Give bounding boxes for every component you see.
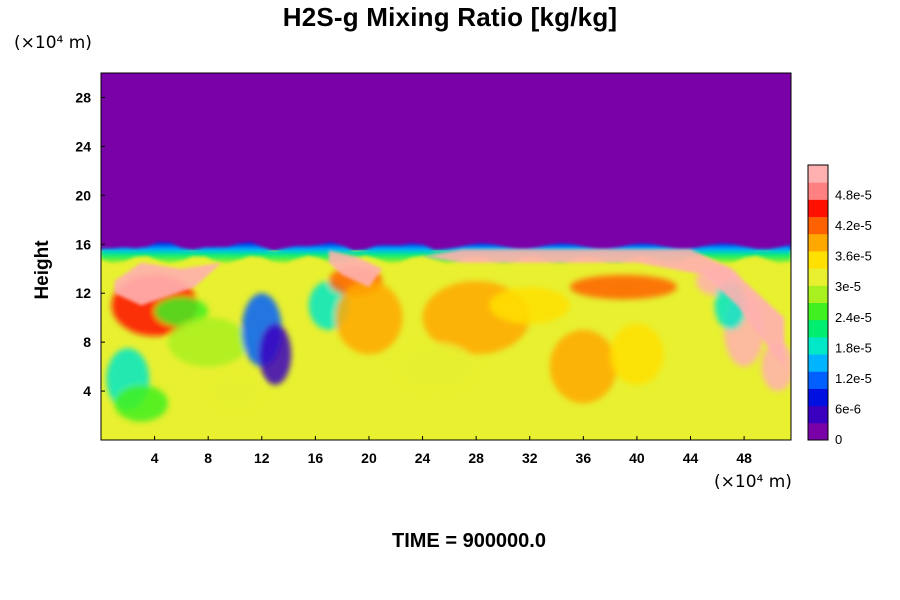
x-tick-label: 4 bbox=[151, 450, 159, 466]
x-tick-label: 32 bbox=[522, 450, 538, 466]
colorbar-swatch bbox=[808, 233, 828, 252]
y-tick-label: 28 bbox=[75, 89, 91, 105]
y-tick-label: 24 bbox=[75, 138, 91, 154]
colorbar-tick-label: 1.2e-5 bbox=[835, 371, 872, 386]
plot-frame bbox=[100, 72, 792, 441]
patch bbox=[395, 342, 477, 392]
colorbar: 0 6e-6 1.2e-5 1.8e-5 2.4e-5 3e-5 3.6e-5 4.2e-5 4… bbox=[807, 164, 872, 447]
high-concentration-streaks bbox=[114, 249, 785, 367]
patch bbox=[549, 329, 617, 404]
colorbar-swatch bbox=[808, 302, 828, 321]
colorbar-swatch bbox=[808, 371, 828, 389]
y-axis-unit-label: (×10⁴ m) bbox=[14, 33, 92, 53]
patch bbox=[259, 323, 292, 385]
y-tick-label: 12 bbox=[75, 285, 91, 301]
time-label: TIME = 900000.0 bbox=[392, 530, 546, 552]
colorbar-tick-label: 1.8e-5 bbox=[835, 340, 872, 355]
plot-area bbox=[101, 73, 791, 440]
x-tick-label: 48 bbox=[736, 450, 752, 466]
colorbar-tick-label: 0 bbox=[835, 432, 842, 447]
x-tick-label: 20 bbox=[361, 450, 377, 466]
colorbar-tick-label: 3.6e-5 bbox=[835, 249, 872, 264]
turbulent-patches bbox=[106, 266, 791, 422]
patch bbox=[335, 280, 403, 355]
x-axis-ticks: 4 8 12 16 20 24 28 32 36 40 44 48 bbox=[151, 436, 752, 466]
x-tick-label: 44 bbox=[683, 450, 699, 466]
colorbar-tick-label: 6e-6 bbox=[835, 401, 861, 416]
colorbar-swatch bbox=[808, 268, 828, 286]
colorbar-swatch bbox=[808, 165, 828, 183]
x-tick-label: 8 bbox=[204, 450, 212, 466]
colorbar-swatch bbox=[808, 354, 828, 372]
streak bbox=[114, 262, 222, 306]
x-tick-label: 40 bbox=[629, 450, 645, 466]
y-tick-label: 16 bbox=[75, 236, 91, 252]
patch bbox=[114, 384, 168, 422]
patch bbox=[569, 274, 678, 300]
patch bbox=[154, 296, 209, 327]
patch bbox=[610, 323, 664, 385]
y-tick-label: 20 bbox=[75, 187, 91, 203]
y-axis-ticks: 4 8 12 16 20 24 28 bbox=[75, 89, 105, 399]
colorbar-swatch bbox=[808, 319, 828, 338]
colorbar-swatch bbox=[808, 250, 828, 269]
colorbar-swatch bbox=[808, 199, 828, 218]
colorbar-swatch bbox=[808, 285, 828, 303]
x-tick-label: 16 bbox=[308, 450, 324, 466]
y-tick-label: 4 bbox=[83, 383, 91, 399]
colorbar-frame bbox=[807, 164, 829, 441]
x-tick-label: 28 bbox=[468, 450, 484, 466]
patch bbox=[208, 372, 262, 410]
x-axis-unit-label: (×10⁴ m) bbox=[714, 472, 792, 492]
colorbar-swatch bbox=[808, 388, 828, 407]
streak bbox=[422, 249, 785, 367]
x-tick-label: 36 bbox=[576, 450, 592, 466]
y-tick-label: 8 bbox=[83, 334, 91, 350]
colorbar-swatch bbox=[808, 336, 828, 355]
colorbar-swatch bbox=[808, 422, 828, 441]
x-tick-label: 12 bbox=[254, 450, 270, 466]
colorbar-swatch bbox=[808, 182, 828, 200]
colorbar-swatch bbox=[808, 405, 828, 424]
patch bbox=[167, 317, 249, 367]
colorbar-tick-label: 2.4e-5 bbox=[835, 310, 872, 325]
colorbar-tick-label: 3e-5 bbox=[835, 279, 861, 294]
streak bbox=[328, 250, 383, 288]
colorbar-tick-label: 4.8e-5 bbox=[835, 188, 872, 203]
x-tick-label: 24 bbox=[415, 450, 431, 466]
chart-title: H2S-g Mixing Ratio [kg/kg] bbox=[282, 2, 618, 32]
patch bbox=[489, 287, 570, 324]
colorbar-swatch bbox=[808, 216, 828, 235]
colorbar-tick-label: 4.2e-5 bbox=[835, 218, 872, 233]
